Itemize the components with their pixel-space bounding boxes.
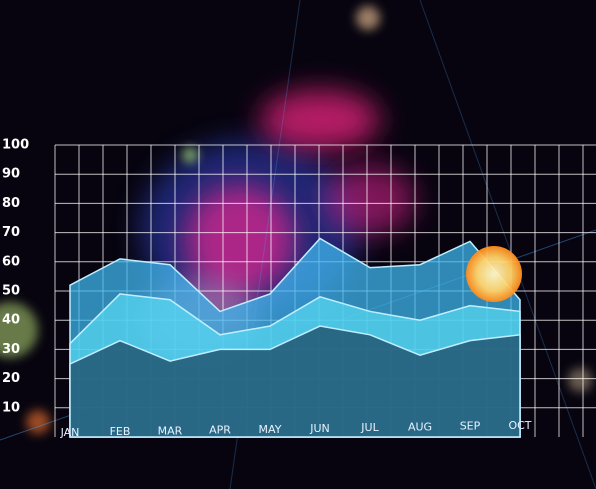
areas — [69, 237, 521, 438]
x-tick-label: OCT — [508, 419, 531, 432]
y-tick-label: 50 — [2, 284, 20, 299]
y-tick-label: 20 — [2, 371, 20, 386]
x-tick-label: AUG — [408, 420, 432, 433]
x-tick-label: MAR — [158, 424, 183, 437]
x-tick-label: JUL — [360, 421, 379, 434]
y-tick-label: 40 — [2, 313, 20, 328]
x-tick-label: APR — [209, 424, 231, 437]
y-tick-label: 80 — [2, 196, 20, 211]
y-tick-label: 30 — [2, 342, 20, 357]
x-tick-label: MAY — [259, 423, 282, 436]
y-tick-label: 70 — [2, 225, 20, 240]
x-tick-label: JUN — [309, 422, 330, 435]
y-tick-label: 90 — [2, 167, 20, 182]
x-tick-label: FEB — [110, 425, 131, 438]
x-tick-label: SEP — [460, 420, 481, 433]
glow-orb — [466, 246, 522, 302]
y-tick-label: 10 — [2, 400, 20, 415]
labels: 10 20 30 40 50 60 70 80 90 100 JAN FEB MAR APR MAY JUN J… — [2, 138, 532, 440]
x-tick-label: JAN — [60, 426, 80, 439]
y-tick-label: 100 — [2, 138, 29, 153]
y-tick-label: 60 — [2, 254, 20, 269]
area — [69, 325, 521, 438]
